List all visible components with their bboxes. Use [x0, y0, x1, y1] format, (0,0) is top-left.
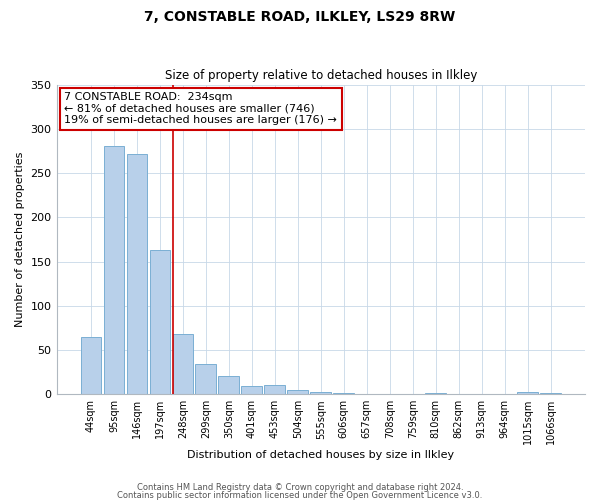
Bar	[287, 390, 308, 394]
Bar	[127, 154, 147, 394]
Bar	[218, 376, 239, 394]
X-axis label: Distribution of detached houses by size in Ilkley: Distribution of detached houses by size …	[187, 450, 454, 460]
Text: 7, CONSTABLE ROAD, ILKLEY, LS29 8RW: 7, CONSTABLE ROAD, ILKLEY, LS29 8RW	[145, 10, 455, 24]
Bar	[310, 392, 331, 394]
Bar	[517, 392, 538, 394]
Text: Contains public sector information licensed under the Open Government Licence v3: Contains public sector information licen…	[118, 490, 482, 500]
Bar	[173, 334, 193, 394]
Bar	[241, 386, 262, 394]
Text: 7 CONSTABLE ROAD:  234sqm
← 81% of detached houses are smaller (746)
19% of semi: 7 CONSTABLE ROAD: 234sqm ← 81% of detach…	[64, 92, 337, 126]
Bar	[104, 146, 124, 394]
Bar	[265, 386, 285, 394]
Y-axis label: Number of detached properties: Number of detached properties	[15, 152, 25, 327]
Bar	[80, 336, 101, 394]
Title: Size of property relative to detached houses in Ilkley: Size of property relative to detached ho…	[164, 69, 477, 82]
Bar	[196, 364, 216, 394]
Bar	[149, 250, 170, 394]
Text: Contains HM Land Registry data © Crown copyright and database right 2024.: Contains HM Land Registry data © Crown c…	[137, 484, 463, 492]
